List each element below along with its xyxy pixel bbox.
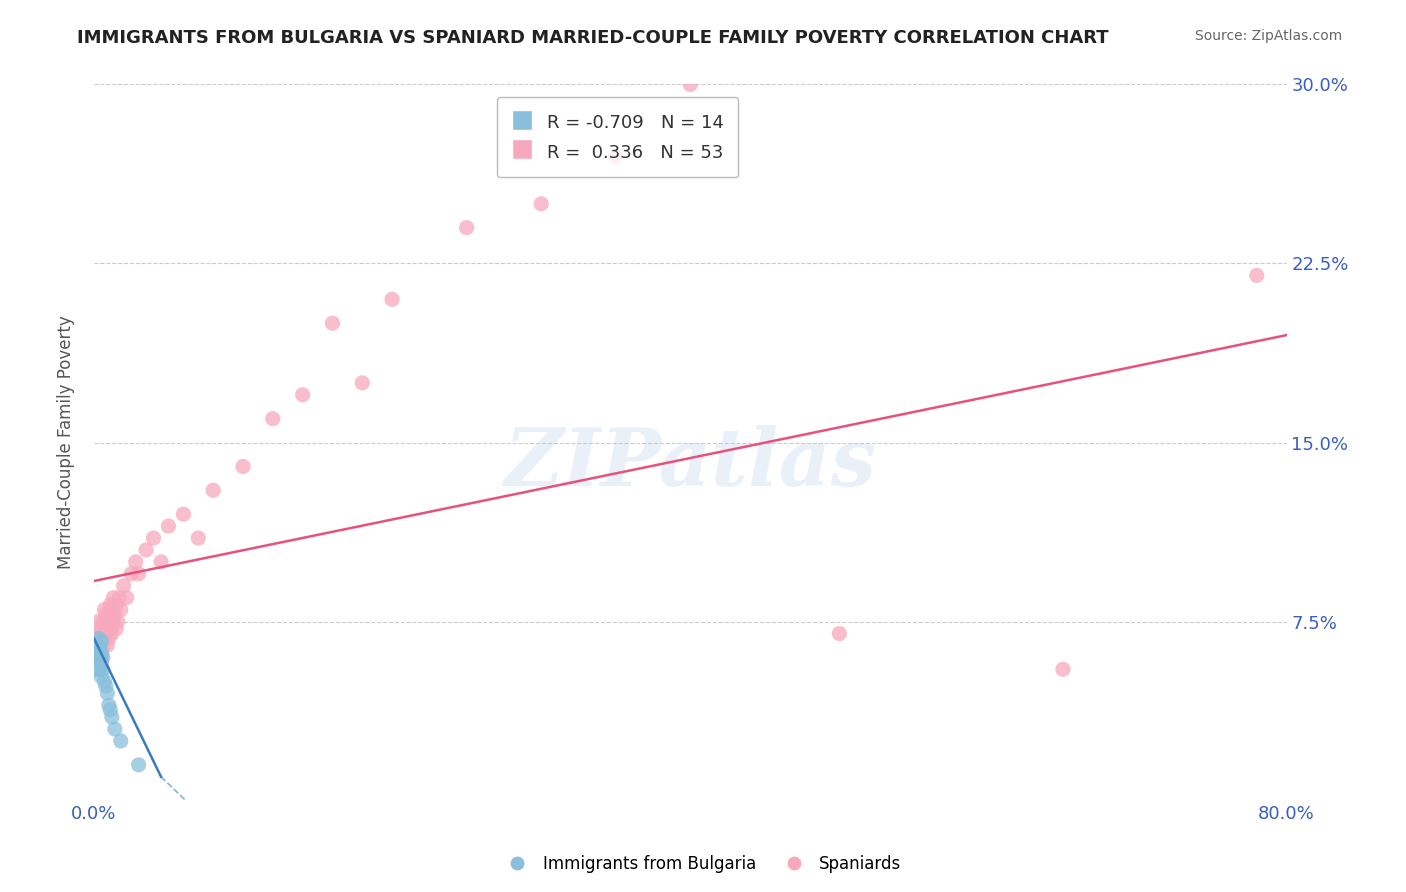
Point [128,757,150,772]
Point [135,543,157,558]
Point [91,650,114,665]
Point [86,650,108,665]
Point [105,622,128,636]
Point [1052,662,1074,676]
Point [352,376,374,390]
Point [96,615,118,629]
Point [90,622,112,636]
Point [86,639,108,653]
Point [187,531,209,545]
Point [91,639,114,653]
Point [157,519,180,533]
Point [150,555,173,569]
Point [110,602,132,616]
Legend: Immigrants from Bulgaria, Spaniards: Immigrants from Bulgaria, Spaniards [498,848,908,880]
Point [103,591,125,605]
Point [262,411,284,425]
Point [108,591,131,605]
Point [97,607,120,622]
Point [103,615,125,629]
Point [89,662,111,676]
Point [202,483,225,498]
Point [89,632,111,646]
Point [89,639,111,653]
Point [90,650,112,665]
Point [115,591,138,605]
Point [87,632,110,646]
Point [89,650,111,665]
Point [90,655,112,669]
Point [91,662,114,676]
Point [679,78,702,92]
Point [142,531,165,545]
Point [381,293,404,307]
Point [97,698,120,713]
Point [96,639,118,653]
Point [84,626,107,640]
Point [94,679,117,693]
Point [828,626,851,640]
Point [605,149,627,163]
Point [98,622,121,636]
Point [87,655,110,669]
Point [94,626,117,640]
Point [87,646,110,660]
Point [96,686,118,700]
Point [86,639,108,653]
Point [90,669,112,683]
Point [321,316,343,330]
Point [291,388,314,402]
Point [87,615,110,629]
Point [124,555,146,569]
Point [97,632,120,646]
Point [101,710,124,724]
Point [93,674,115,689]
Point [120,566,142,581]
Point [112,579,135,593]
Point [90,633,112,648]
Text: ZIPatlas: ZIPatlas [505,425,876,503]
Point [104,722,127,736]
Point [98,703,121,717]
Point [105,598,128,612]
Point [128,566,150,581]
Point [530,196,553,211]
Point [90,646,112,660]
Y-axis label: Married-Couple Family Poverty: Married-Couple Family Poverty [58,316,75,569]
Point [110,734,132,748]
Text: Source: ZipAtlas.com: Source: ZipAtlas.com [1195,29,1343,43]
Point [1246,268,1268,283]
Point [93,632,115,646]
Point [91,615,114,629]
Point [104,607,127,622]
Point [84,662,107,676]
Point [456,220,478,235]
Point [94,607,117,622]
Point [172,507,194,521]
Point [101,602,124,616]
Point [93,602,115,616]
Point [107,615,129,629]
Point [98,598,121,612]
Point [101,626,124,640]
Point [232,459,254,474]
Text: IMMIGRANTS FROM BULGARIA VS SPANIARD MARRIED-COUPLE FAMILY POVERTY CORRELATION C: IMMIGRANTS FROM BULGARIA VS SPANIARD MAR… [77,29,1109,46]
Legend: R = -0.709   N = 14, R =  0.336   N = 53: R = -0.709 N = 14, R = 0.336 N = 53 [496,97,738,178]
